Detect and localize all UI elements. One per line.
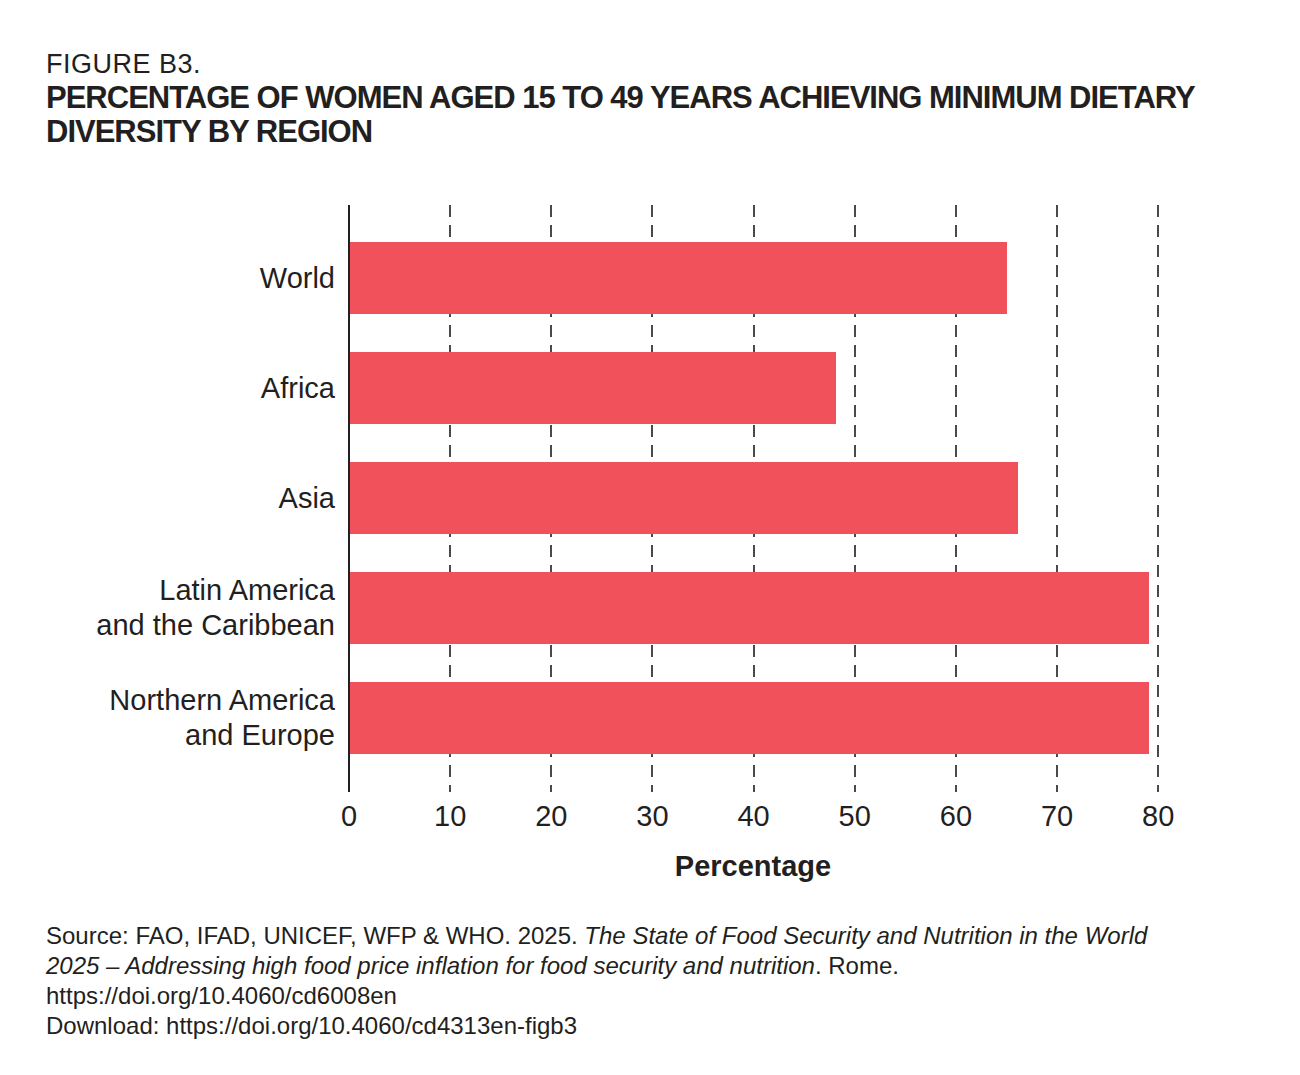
x-tick-label-40: 40 bbox=[714, 800, 794, 833]
gridline-80 bbox=[1157, 205, 1159, 792]
source-download-url: Download: https://doi.org/10.4060/cd4313… bbox=[46, 1012, 577, 1039]
figure-title-line-1: PERCENTAGE OF WOMEN AGED 15 TO 49 YEARS … bbox=[46, 81, 1256, 115]
x-tick-label-60: 60 bbox=[916, 800, 996, 833]
x-tick-label-50: 50 bbox=[815, 800, 895, 833]
source-text-normal: Source: FAO, IFAD, UNICEF, WFP & WHO. 20… bbox=[46, 922, 584, 949]
x-tick-label-0: 0 bbox=[309, 800, 389, 833]
plot-area bbox=[349, 205, 1194, 792]
source-doi-url: https://doi.org/10.4060/cd6008en bbox=[46, 982, 397, 1009]
x-tick-label-70: 70 bbox=[1017, 800, 1097, 833]
category-label-world: World bbox=[0, 242, 335, 314]
x-tick-label-30: 30 bbox=[612, 800, 692, 833]
bar-africa bbox=[350, 352, 836, 424]
x-tick-label-80: 80 bbox=[1118, 800, 1198, 833]
bar-latin-america-and-the-caribbean bbox=[350, 572, 1149, 644]
x-tick-label-10: 10 bbox=[410, 800, 490, 833]
bar-world bbox=[350, 242, 1007, 314]
figure-page: FIGURE B3. PERCENTAGE OF WOMEN AGED 15 T… bbox=[0, 0, 1300, 1075]
source-text-italic: The State of Food Security and Nutrition… bbox=[584, 922, 1147, 949]
figure-number-label: FIGURE B3. bbox=[46, 48, 1256, 81]
source-text-italic-2: 2025 – Addressing high food price inflat… bbox=[46, 952, 815, 979]
category-label-africa: Africa bbox=[0, 352, 335, 424]
category-label-northern-america-and-europe: Northern Americaand Europe bbox=[0, 682, 335, 754]
source-citation-block: Source: FAO, IFAD, UNICEF, WFP & WHO. 20… bbox=[46, 921, 1266, 1041]
figure-title-line-2: DIVERSITY BY REGION bbox=[46, 115, 1256, 149]
bar-northern-america-and-europe bbox=[350, 682, 1149, 754]
figure-title-block: FIGURE B3. PERCENTAGE OF WOMEN AGED 15 T… bbox=[46, 48, 1256, 148]
source-text-normal-2: . Rome. bbox=[815, 952, 899, 979]
category-label-latin-america-and-the-caribbean: Latin Americaand the Caribbean bbox=[0, 572, 335, 644]
x-tick-label-20: 20 bbox=[511, 800, 591, 833]
x-axis-title: Percentage bbox=[603, 850, 903, 883]
category-label-asia: Asia bbox=[0, 462, 335, 534]
bar-asia bbox=[350, 462, 1018, 534]
